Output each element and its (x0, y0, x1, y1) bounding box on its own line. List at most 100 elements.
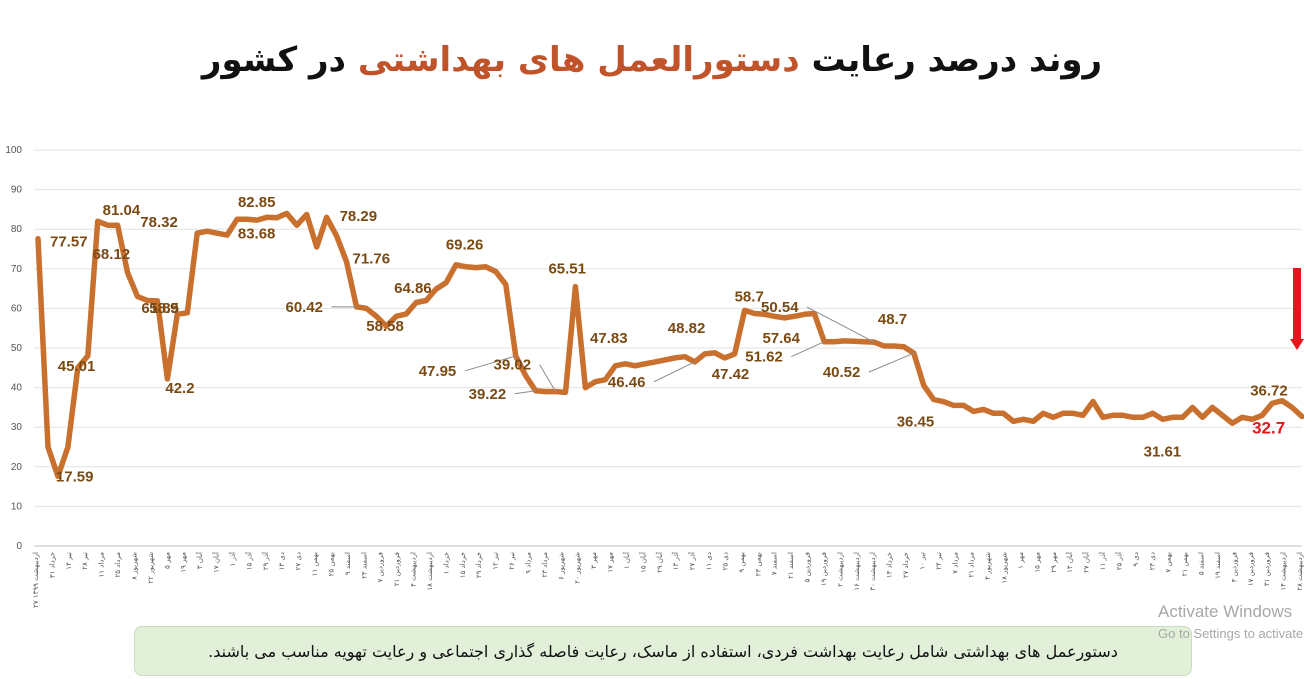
x-tick-label: ۳ فروردین (1230, 552, 1238, 582)
series (35, 210, 1304, 480)
x-tick-label: ۱ آبان (622, 551, 631, 569)
x-tick-label: ۱۷ فروردین (1247, 552, 1255, 586)
y-tick-label: 100 (5, 145, 22, 156)
x-tick-label: ۴ شهریور (984, 552, 992, 580)
watermark-line-1: Activate Windows (1158, 602, 1293, 621)
x-tick-label: ۱۵ مهر (1033, 552, 1041, 573)
y-tick-label: 10 (11, 501, 23, 512)
data-label: 77.57 (50, 234, 88, 251)
x-tick-label: ۲۳ مرداد (541, 552, 549, 578)
x-tick-label: ۱ مهر (1017, 552, 1025, 569)
x-tick-label: ۲۳ دی (1148, 552, 1156, 570)
leader-line (791, 341, 825, 358)
y-tick-label: 70 (11, 264, 23, 275)
x-tick-label: ۲۸ اردیبهشت (1296, 552, 1304, 591)
data-label: 46.46 (608, 374, 646, 391)
x-tick-label: ۱۴ اردیبهشت (1280, 552, 1288, 591)
leader-line (514, 390, 536, 395)
x-tick-label: ۲۷ آذر (688, 551, 697, 570)
y-tick-label: 60 (11, 303, 23, 314)
data-labels: 17.59 45.01 77.57 81.04 68.12 78.32 58.961.85 4… (50, 194, 1288, 485)
leader-line (868, 352, 915, 373)
data-label: 71.76 (353, 251, 391, 268)
x-tick-label: ۱۱ آذر (1098, 551, 1107, 570)
x-tick-label: ۲۷ خرداد (902, 552, 910, 578)
x-tick-label: ۲۴ تیر (935, 552, 943, 570)
leader-line (539, 364, 556, 392)
data-label: 39.02 (494, 356, 532, 373)
x-tick-label: ۱۹ فروردین (820, 552, 828, 586)
x-tick-label: ۱۵ خرداد (459, 552, 467, 578)
x-tick-label: ۱۳ آبان (1065, 551, 1074, 573)
data-label: 82.85 (238, 194, 276, 211)
series-line (35, 210, 1304, 480)
x-tick-label: ۲۹ خرداد (475, 552, 483, 578)
x-tick-label: ۱ خرداد (442, 552, 450, 574)
x-tick-label: ۲۲ شهریور (147, 552, 155, 584)
x-tick-label: ۲۰ شهریور (574, 552, 582, 584)
data-label: 68.12 (93, 246, 131, 263)
x-tick-label: ۱۳ دی (278, 552, 286, 570)
x-tick-label: ۲۸ تیر (81, 552, 89, 570)
x-tick-label: ۱۷ مهر (607, 552, 615, 573)
data-label: 58.7 (735, 289, 764, 306)
chart-title: روند درصد رعایت دستورالعمل های بهداشتی د… (0, 40, 1304, 80)
x-tick-label: ۲۹ آبان (655, 551, 664, 573)
x-tick-label: ۱۰ تیر (918, 552, 926, 570)
x-tick-label: ۷ مرداد (951, 552, 959, 574)
x-tick-label: ۱۸ اردیبهشت (426, 552, 434, 591)
y-tick-label: 40 (11, 383, 23, 394)
data-label: 65.51 (548, 261, 586, 278)
y-tick-label: 30 (11, 422, 23, 433)
x-tick-label: ۵ اسفند (1198, 552, 1206, 575)
x-tick-label: ۲۵ دی (721, 552, 729, 570)
down-arrow-icon (1290, 268, 1304, 350)
title-part-accent: دستورالعمل های بهداشتی (357, 40, 800, 80)
data-label: 42.2 (165, 380, 194, 397)
x-tick-label: ۱۹ اسفند (1214, 552, 1222, 579)
data-label: 58.9 (149, 300, 178, 317)
data-label: 61.85 (141, 300, 179, 317)
x-tick-label: ۱۶ اردیبهشت (853, 552, 861, 591)
data-label: 58.58 (366, 318, 404, 335)
y-tick-label: 90 (11, 185, 23, 196)
x-tick-label: ۲۵ مرداد (114, 552, 122, 578)
title-part-3: در کشور (201, 40, 358, 80)
data-label: 47.83 (590, 330, 628, 347)
x-tick-label: ۱۸ شهریور (1001, 552, 1009, 584)
leader-line (806, 306, 875, 343)
down-arrow-icon (1290, 268, 1304, 350)
data-label: 60.42 (285, 299, 323, 316)
footnote-text: دستورعمل های بهداشتی شامل رعایت بهداشت ف… (208, 641, 1118, 661)
x-tick-label: ۲۷ آبان (1082, 551, 1091, 573)
line-chart: 0 10 20 30 40 50 60 70 80 90 100 ۲۷ اردیبهشت ۱۳۹۹ ۳… (5, 145, 1304, 608)
x-tick-label: ۳۱ خرداد (48, 552, 56, 578)
x-tick-label: ۶ شهریور (557, 552, 565, 580)
data-label: 57.64 (762, 330, 800, 347)
x-tick-label: ۱۷ آبان (212, 551, 221, 573)
data-label: 36.45 (897, 414, 935, 431)
x-tick-label: ۱۱ دی (705, 552, 713, 570)
x-tick-label: ۲ اردیبهشت (836, 552, 844, 587)
leader-lines (331, 306, 915, 395)
x-tick-label: ۱۹ مهر (180, 552, 188, 573)
data-label: 40.52 (823, 364, 861, 381)
x-tick-label: ۲۹ مهر (1050, 552, 1058, 573)
data-label: 78.32 (140, 214, 178, 231)
x-tick-label: ۱۵ آبان (638, 551, 647, 573)
x-tick-label: ۵ مهر (163, 552, 171, 569)
x-tick-label: ۲۳ اسفند (360, 552, 368, 579)
x-axis: ۲۷ اردیبهشت ۱۳۹۹ ۳۱ خرداد ۱۴ تیر ۲۸ تیر ۱۱ م… (32, 551, 1304, 608)
x-tick-label: ۱۲ تیر (492, 552, 500, 570)
x-tick-label: ۲۶ تیر (508, 552, 516, 570)
y-tick-label: 20 (11, 462, 23, 473)
x-tick-label: ۷ بهمن (1165, 552, 1173, 573)
data-label: 83.68 (238, 226, 276, 243)
footnote-box: دستورعمل های بهداشتی شامل رعایت بهداشت ف… (134, 626, 1192, 676)
x-tick-label: ۷ فروردین (377, 552, 385, 582)
leader-line (464, 355, 516, 372)
y-tick-label: 50 (11, 343, 23, 354)
data-label: 31.61 (1144, 443, 1182, 460)
x-tick-label: ۱۴ تیر (65, 552, 73, 570)
data-label: 47.42 (712, 366, 750, 383)
